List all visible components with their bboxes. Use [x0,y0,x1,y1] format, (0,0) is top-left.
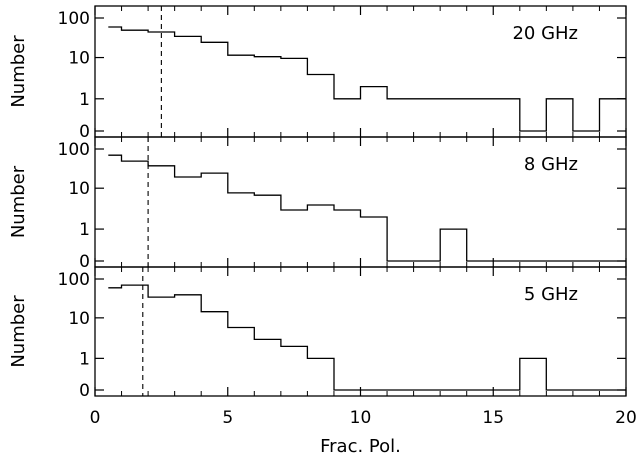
y-tick-label: 100 [58,9,90,29]
x-tick-label: 5 [222,408,233,428]
y-tick-label: 1 [79,349,90,369]
y-tick-label: 10 [68,49,90,69]
x-tick-label: 15 [482,408,504,428]
y-tick-label: 10 [68,309,90,329]
y-axis-title: Number [8,35,29,108]
y-tick-label: 100 [58,140,90,160]
x-tick-label: 0 [90,408,101,428]
frequency-label: 5 GHz [524,284,578,305]
y-tick-label: 1 [79,220,90,240]
y-axis-title: Number [8,165,29,238]
frequency-label: 8 GHz [524,154,578,175]
frequency-label: 20 GHz [512,23,578,44]
y-tick-label: 1 [79,90,90,110]
y-tick-label: 0 [79,252,90,272]
histogram-steps [108,154,626,262]
y-tick-label: 0 [79,122,90,142]
y-tick-label: 10 [68,179,90,199]
x-tick-label: 20 [615,408,637,428]
y-tick-label: 0 [79,381,90,401]
histogram-steps [108,284,626,391]
x-tick-label: 10 [350,408,372,428]
x-axis-title: Frac. Pol. [320,436,401,457]
y-axis-title: Number [8,295,29,368]
y-tick-label: 100 [58,270,90,290]
histogram-steps [108,26,626,132]
